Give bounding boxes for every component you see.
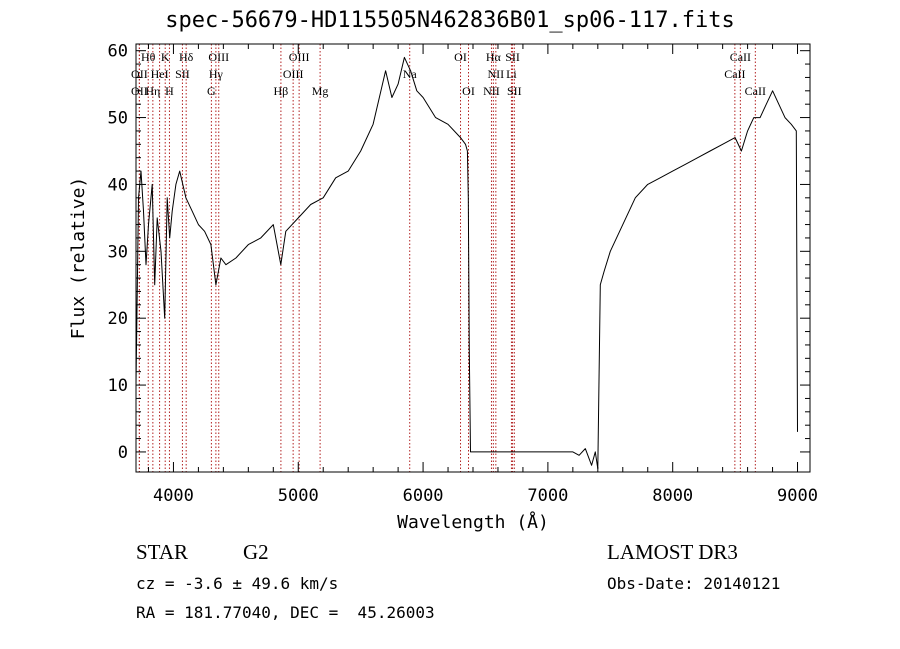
observation-date: Obs-Date: 20140121 xyxy=(607,574,781,593)
y-axis: 0 10 20 30 40 50 60 xyxy=(108,42,810,463)
spectral-line-label: OII xyxy=(131,67,148,81)
spectral-line-label: NII xyxy=(483,84,500,98)
survey-label: LAMOST DR3 xyxy=(607,540,738,564)
spectral-line-label: Na xyxy=(403,67,418,81)
spectral-line-label: OIII xyxy=(283,67,304,81)
y-axis-label: Flux (relative) xyxy=(68,177,89,340)
spectral-line-label: G xyxy=(207,84,216,98)
x-tick-label: 4000 xyxy=(153,486,194,506)
x-tick-label: 5000 xyxy=(278,486,319,506)
spectral-line-label: SII xyxy=(175,67,190,81)
spectral-line-label: Li xyxy=(506,67,517,81)
y-tick-label: 40 xyxy=(108,175,128,195)
spectrum-line xyxy=(135,56,798,470)
object-class: STAR xyxy=(136,540,188,564)
y-tick-label: 50 xyxy=(108,109,128,129)
spectral-line-label: SII xyxy=(505,50,520,64)
spectral-line-label: CaII xyxy=(730,50,751,64)
spectral-line-label: OI xyxy=(462,84,475,98)
coordinates-text: RA = 181.77040, DEC = 45.26003 xyxy=(136,603,435,622)
spectral-line-label: Hδ xyxy=(179,50,194,64)
spectral-line-label: Hα xyxy=(486,50,502,64)
x-axis-label: Wavelength (Å) xyxy=(397,511,549,533)
plot-frame xyxy=(135,43,811,473)
spectral-line-label: OIII xyxy=(208,50,229,64)
spectral-line-label: K xyxy=(161,50,170,64)
y-tick-label: 30 xyxy=(108,242,128,262)
y-tick-label: 10 xyxy=(108,376,128,396)
spectral-line-label: OIII xyxy=(289,50,310,64)
spectral-line-label: CaII xyxy=(724,67,745,81)
spectral-line-label: Hη xyxy=(145,84,160,98)
spectral-line-markers xyxy=(138,44,756,472)
y-tick-label: 20 xyxy=(108,309,128,329)
x-tick-label: 8000 xyxy=(652,486,693,506)
object-subclass: G2 xyxy=(243,540,269,564)
spectral-line-label: Hβ xyxy=(274,84,289,98)
x-tick-label: 7000 xyxy=(527,486,568,506)
redshift-text: cz = -3.6 ± 49.6 km/s xyxy=(136,574,339,593)
spectral-line-label: SII xyxy=(507,84,522,98)
spectral-line-label: HeI xyxy=(151,67,169,81)
x-tick-label: 9000 xyxy=(777,486,818,506)
spectrum-series xyxy=(135,56,798,470)
spectral-line-label: NII xyxy=(488,67,505,81)
x-axis: 4000 5000 6000 7000 8000 9000 xyxy=(147,44,818,506)
x-tick-label: 6000 xyxy=(403,486,444,506)
y-tick-label: 60 xyxy=(108,42,128,62)
spectral-line-label: H xyxy=(165,84,174,98)
spectral-line-label: CaII xyxy=(745,84,766,98)
chart-title: spec-56679-HD115505N462836B01_sp06-117.f… xyxy=(165,8,735,33)
spectral-line-label: Hθ xyxy=(141,50,156,64)
spectral-line-label: Mg xyxy=(312,84,329,98)
y-tick-label: 0 xyxy=(118,443,128,463)
spectral-line-label: OI xyxy=(454,50,467,64)
spectral-line-label: Hγ xyxy=(209,67,224,81)
